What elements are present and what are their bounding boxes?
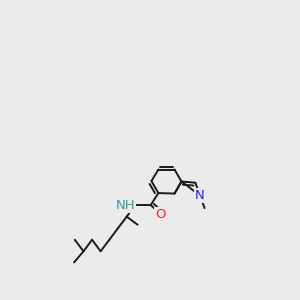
Text: N: N — [195, 189, 205, 202]
Text: NH: NH — [116, 199, 135, 212]
Text: O: O — [155, 208, 166, 221]
